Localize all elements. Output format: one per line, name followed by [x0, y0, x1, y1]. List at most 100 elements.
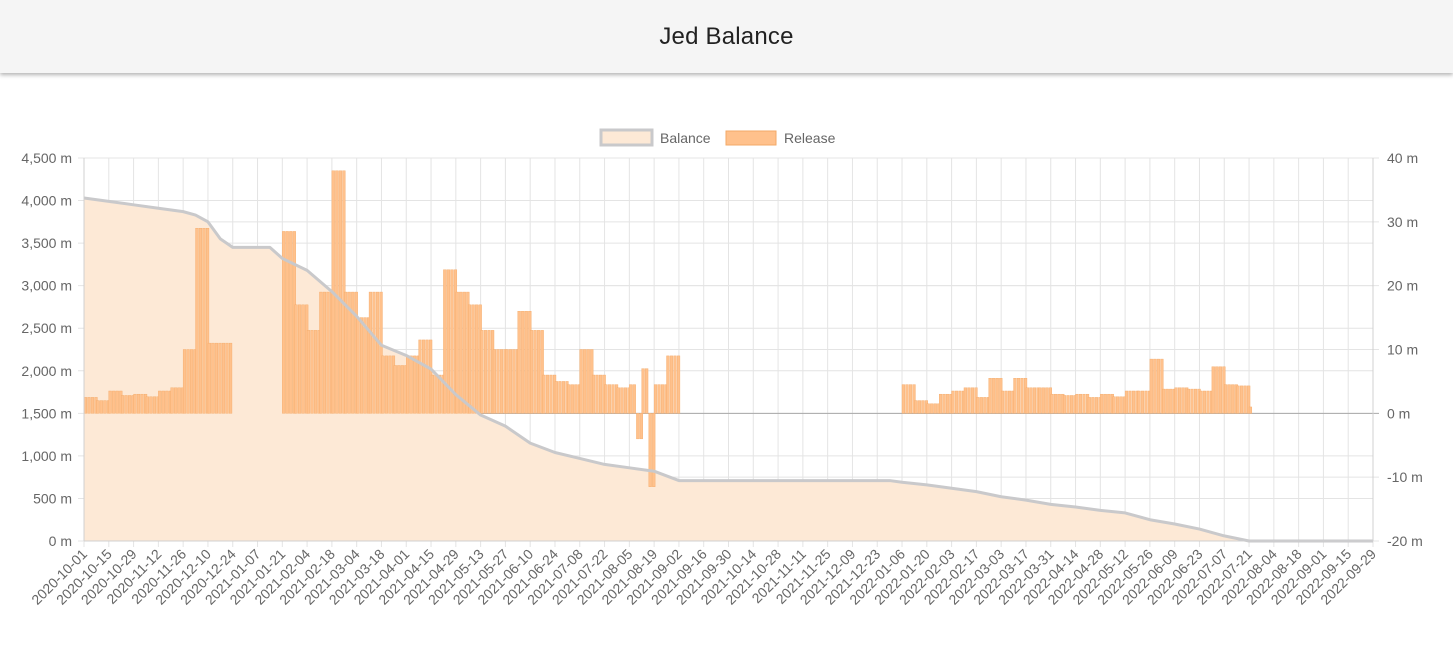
- release-bar: [368, 291, 373, 414]
- release-bar: [177, 387, 181, 414]
- release-bar: [561, 381, 566, 414]
- legend-label-balance[interactable]: Balance: [660, 130, 711, 146]
- release-bar: [542, 374, 546, 414]
- release-bar: [1131, 390, 1136, 414]
- release-bar: [190, 349, 194, 414]
- release-bar: [1248, 406, 1253, 414]
- release-bar: [344, 291, 348, 414]
- release-bar: [128, 395, 132, 414]
- release-bars: [83, 170, 1253, 487]
- release-bar: [545, 374, 550, 414]
- release-bar: [319, 291, 323, 414]
- release-bar: [992, 378, 996, 414]
- release-bar: [926, 403, 930, 414]
- y-right-tick-label: 30 m: [1387, 214, 1418, 230]
- release-bar: [455, 291, 459, 414]
- release-bar: [1153, 358, 1157, 414]
- release-bar: [120, 395, 125, 414]
- release-bar: [418, 339, 422, 414]
- legend-swatch-balance[interactable]: [599, 128, 654, 147]
- release-bar: [521, 311, 525, 414]
- release-bar: [1016, 378, 1021, 414]
- release-bar: [901, 384, 905, 414]
- balance-area-fill: [84, 198, 1373, 541]
- release-bar: [1218, 366, 1222, 414]
- release-bar: [298, 304, 302, 414]
- release-bar: [1162, 388, 1166, 414]
- release-bar: [558, 381, 562, 414]
- release-bar: [951, 390, 955, 414]
- release-bar: [174, 387, 178, 414]
- release-bar: [182, 349, 187, 414]
- y-right-tick-label: -10 m: [1387, 469, 1423, 485]
- release-bar: [567, 384, 571, 414]
- release-bar: [1140, 390, 1145, 414]
- release-bar: [942, 393, 946, 414]
- release-bar: [205, 228, 210, 414]
- release-bar: [1107, 393, 1111, 414]
- release-bar: [421, 339, 426, 414]
- chart-axes: 2020-10-012020-10-152020-10-292020-11-12…: [21, 150, 1422, 608]
- release-bar: [645, 368, 649, 414]
- release-bar: [496, 349, 500, 414]
- release-bar: [393, 365, 397, 414]
- release-bar: [1236, 385, 1240, 414]
- release-bar: [145, 396, 149, 414]
- release-bar: [1202, 390, 1206, 414]
- release-bar: [207, 342, 211, 414]
- release-bar: [954, 390, 959, 414]
- release-bar: [574, 384, 578, 414]
- release-bar: [214, 342, 218, 414]
- release-bar: [1144, 390, 1148, 414]
- y-right-tick-label: 10 m: [1387, 342, 1418, 358]
- release-bar: [282, 231, 286, 414]
- y-left-tick-label: 1,500 m: [21, 405, 72, 421]
- release-bar: [639, 413, 643, 440]
- release-bar: [388, 355, 392, 414]
- release-bar: [599, 374, 603, 414]
- release-bar: [406, 355, 410, 414]
- release-bar: [632, 384, 636, 414]
- release-bar: [140, 393, 144, 414]
- release-bar: [912, 384, 916, 414]
- release-bar: [310, 330, 314, 414]
- release-bar: [666, 355, 670, 414]
- release-bar: [1124, 390, 1129, 414]
- y-left-tick-label: 2,000 m: [21, 363, 72, 379]
- release-bar: [963, 387, 967, 414]
- release-bar: [1094, 397, 1098, 414]
- release-bar: [1070, 395, 1074, 414]
- release-bar: [554, 381, 558, 414]
- release-bar: [136, 393, 141, 414]
- y-left-tick-label: 4,500 m: [21, 150, 72, 166]
- release-bar: [450, 269, 454, 414]
- release-bar: [540, 330, 544, 414]
- release-bar: [607, 384, 612, 414]
- release-bar: [1087, 397, 1091, 414]
- release-bar: [979, 397, 983, 414]
- release-bar: [529, 330, 534, 414]
- y-right-tick-label: 20 m: [1387, 278, 1418, 294]
- release-bar: [1128, 390, 1132, 414]
- release-bar: [430, 374, 435, 414]
- release-bar: [372, 291, 376, 414]
- release-bar: [165, 390, 169, 414]
- release-bar: [673, 355, 677, 414]
- release-bar: [1186, 388, 1191, 414]
- release-bar: [595, 374, 599, 414]
- release-bar: [921, 400, 925, 414]
- release-bar: [1004, 390, 1008, 414]
- release-bar: [1231, 384, 1235, 414]
- release-bar: [669, 355, 674, 414]
- legend-label-release[interactable]: Release: [784, 130, 836, 146]
- release-bar: [657, 384, 661, 414]
- release-bar: [375, 291, 380, 414]
- release-bar: [149, 396, 153, 414]
- legend-swatch-release[interactable]: [725, 130, 777, 146]
- release-bar: [103, 400, 107, 414]
- release-bar: [1224, 384, 1228, 414]
- release-bar: [289, 231, 293, 414]
- release-bar: [1116, 396, 1120, 414]
- release-bar: [379, 291, 383, 414]
